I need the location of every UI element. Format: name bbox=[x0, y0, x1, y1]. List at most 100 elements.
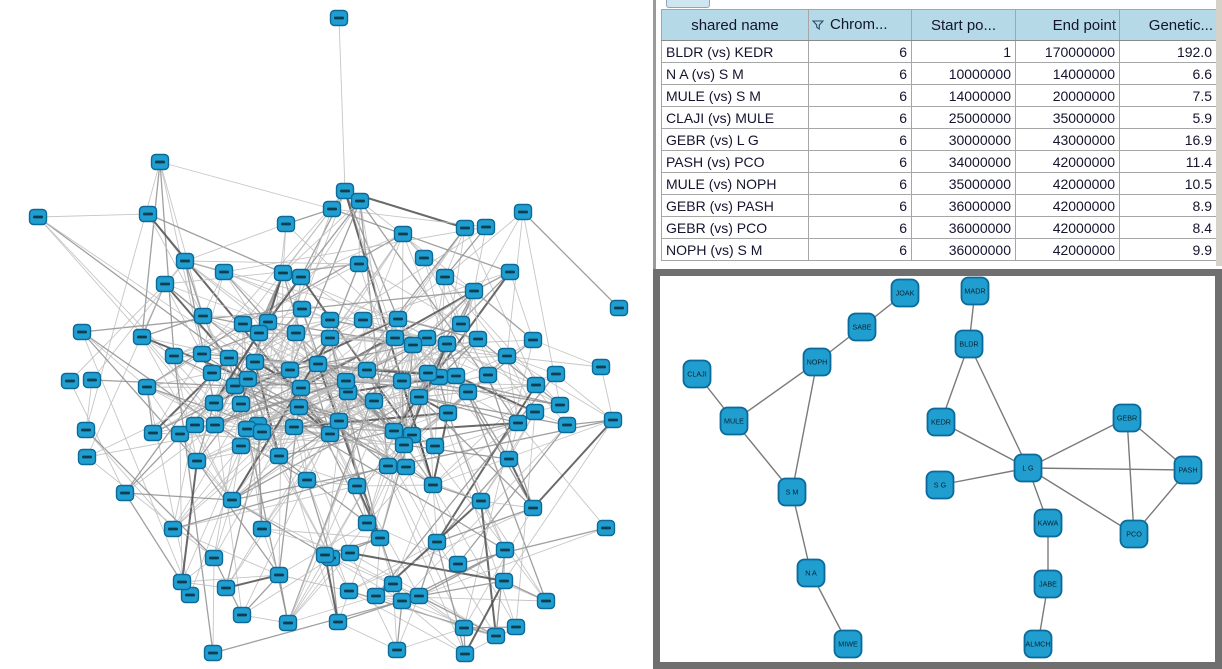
network-node[interactable] bbox=[336, 372, 356, 390]
network-node[interactable] bbox=[499, 450, 519, 468]
network-edge[interactable] bbox=[939, 467, 1029, 486]
table-cell[interactable]: 6 bbox=[808, 84, 912, 107]
network-node[interactable] bbox=[417, 329, 437, 347]
table-cell[interactable]: 10.5 bbox=[1119, 172, 1217, 195]
network-node[interactable] bbox=[137, 378, 157, 396]
network-node[interactable] bbox=[138, 205, 158, 223]
network-node[interactable] bbox=[506, 618, 526, 636]
network-node[interactable] bbox=[364, 392, 384, 410]
table-cell[interactable]: 6 bbox=[808, 172, 912, 195]
table-cell[interactable]: 6 bbox=[808, 194, 912, 217]
network-node[interactable] bbox=[28, 208, 48, 226]
table-cell[interactable]: 36000000 bbox=[911, 216, 1016, 239]
column-header-start-point[interactable]: Start po... bbox=[911, 9, 1016, 41]
network-node[interactable] bbox=[204, 394, 224, 412]
table-cell[interactable]: 36000000 bbox=[911, 194, 1016, 217]
network-node[interactable] bbox=[486, 627, 506, 645]
network-node[interactable] bbox=[202, 364, 222, 382]
network-node[interactable] bbox=[291, 268, 311, 286]
network-node[interactable] bbox=[550, 396, 570, 414]
network-node[interactable]: PCO bbox=[1119, 519, 1149, 549]
network-node[interactable] bbox=[347, 477, 367, 495]
network-node[interactable] bbox=[329, 9, 349, 27]
network-node[interactable] bbox=[216, 579, 236, 597]
network-node[interactable]: S G bbox=[925, 470, 955, 500]
network-node[interactable] bbox=[276, 215, 296, 233]
network-node[interactable]: S M bbox=[777, 477, 807, 507]
table-cell[interactable]: 8.4 bbox=[1119, 216, 1217, 239]
network-node[interactable] bbox=[278, 614, 298, 632]
network-node[interactable] bbox=[609, 299, 629, 317]
table-cell[interactable]: 42000000 bbox=[1015, 194, 1120, 217]
network-node[interactable] bbox=[308, 355, 328, 373]
network-node[interactable] bbox=[388, 310, 408, 328]
network-node[interactable] bbox=[508, 414, 528, 432]
network-node[interactable] bbox=[476, 218, 496, 236]
network-node[interactable] bbox=[320, 329, 340, 347]
network-node[interactable] bbox=[258, 313, 278, 331]
network-edge[interactable] bbox=[1027, 417, 1128, 469]
network-node[interactable] bbox=[349, 255, 369, 273]
table-cell[interactable]: 6 bbox=[808, 216, 912, 239]
network-node[interactable] bbox=[448, 555, 468, 573]
network-node[interactable]: SABE bbox=[847, 312, 877, 342]
network-node[interactable] bbox=[468, 330, 488, 348]
column-header-shared-name[interactable]: shared name bbox=[661, 9, 809, 41]
network-node[interactable] bbox=[280, 361, 300, 379]
network-node[interactable]: L G bbox=[1013, 453, 1043, 483]
network-node[interactable] bbox=[500, 263, 520, 281]
network-node[interactable] bbox=[222, 491, 242, 509]
network-node[interactable] bbox=[172, 573, 192, 591]
column-header-chromosome[interactable]: Chrom... bbox=[808, 9, 912, 41]
table-row[interactable]: MULE (vs) NOPH 6 35000000 42000000 10.5 bbox=[661, 172, 1217, 195]
network-node[interactable] bbox=[353, 311, 373, 329]
table-cell[interactable]: 6 bbox=[808, 106, 912, 129]
network-node[interactable] bbox=[170, 425, 190, 443]
network-node[interactable] bbox=[273, 264, 293, 282]
network-node[interactable] bbox=[409, 587, 429, 605]
table-row[interactable]: MULE (vs) S M 6 14000000 20000000 7.5 bbox=[661, 84, 1217, 107]
network-edge[interactable] bbox=[1126, 417, 1135, 535]
table-cell[interactable]: 30000000 bbox=[911, 128, 1016, 151]
network-node[interactable] bbox=[526, 376, 546, 394]
network-node[interactable] bbox=[357, 514, 377, 532]
table-row[interactable]: BLDR (vs) KEDR 6 1 170000000 192.0 bbox=[661, 40, 1217, 63]
network-node[interactable]: JOAK bbox=[890, 278, 920, 308]
network-node[interactable]: JABE bbox=[1033, 569, 1063, 599]
network-node[interactable] bbox=[175, 252, 195, 270]
network-node[interactable] bbox=[164, 347, 184, 365]
network-node[interactable] bbox=[284, 418, 304, 436]
network-node[interactable] bbox=[245, 353, 265, 371]
network-edge[interactable] bbox=[733, 361, 818, 422]
network-node[interactable] bbox=[320, 425, 340, 443]
network-node[interactable]: PASH bbox=[1173, 455, 1203, 485]
network-node[interactable] bbox=[320, 311, 340, 329]
network-node[interactable] bbox=[335, 182, 355, 200]
network-node[interactable] bbox=[403, 336, 423, 354]
network-node[interactable] bbox=[297, 471, 317, 489]
overview-network-canvas[interactable] bbox=[0, 0, 653, 669]
table-row[interactable]: GEBR (vs) L G 6 30000000 43000000 16.9 bbox=[661, 128, 1217, 151]
network-node[interactable] bbox=[366, 587, 386, 605]
network-node[interactable] bbox=[603, 411, 623, 429]
network-node[interactable] bbox=[315, 546, 335, 564]
network-node[interactable] bbox=[150, 153, 170, 171]
network-node[interactable] bbox=[233, 315, 253, 333]
table-cell[interactable]: GEBR (vs) PCO bbox=[661, 216, 809, 239]
network-node[interactable] bbox=[536, 592, 556, 610]
network-node[interactable] bbox=[394, 436, 414, 454]
network-node[interactable] bbox=[269, 447, 289, 465]
network-node[interactable] bbox=[458, 383, 478, 401]
table-row[interactable]: N A (vs) S M 6 10000000 14000000 6.6 bbox=[661, 62, 1217, 85]
table-row[interactable]: NOPH (vs) S M 6 36000000 42000000 9.9 bbox=[661, 238, 1217, 261]
network-node[interactable] bbox=[289, 398, 309, 416]
network-node[interactable] bbox=[115, 484, 135, 502]
table-cell[interactable]: 35000000 bbox=[911, 172, 1016, 195]
table-cell[interactable]: 16.9 bbox=[1119, 128, 1217, 151]
table-cell[interactable]: PASH (vs) PCO bbox=[661, 150, 809, 173]
table-row[interactable]: PASH (vs) PCO 6 34000000 42000000 11.4 bbox=[661, 150, 1217, 173]
column-header-genetic[interactable]: Genetic... bbox=[1119, 9, 1217, 41]
network-node[interactable] bbox=[392, 592, 412, 610]
table-cell[interactable]: 6 bbox=[808, 150, 912, 173]
network-node[interactable] bbox=[464, 282, 484, 300]
